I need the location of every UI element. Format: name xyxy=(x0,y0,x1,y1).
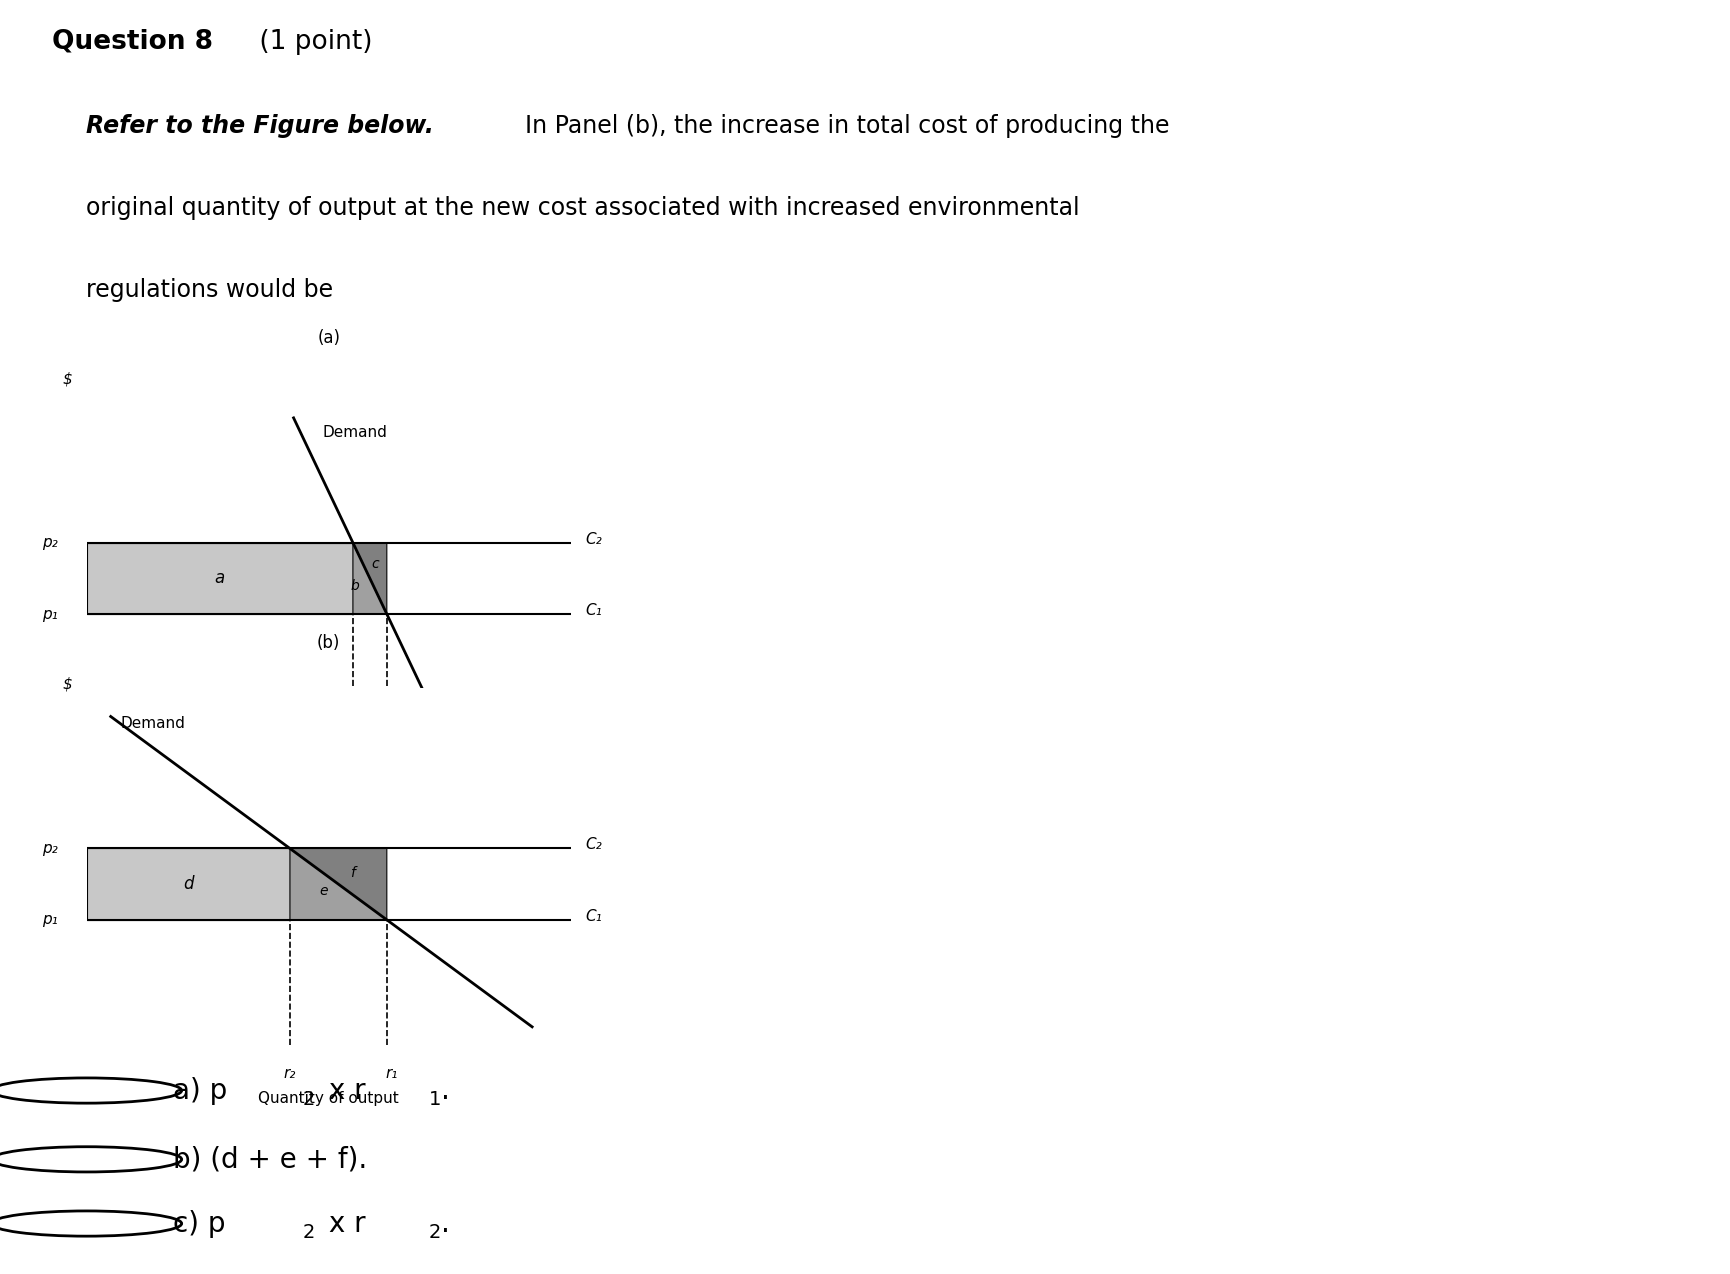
Text: .: . xyxy=(441,1077,450,1105)
Text: Demand: Demand xyxy=(121,716,185,731)
Text: C₂: C₂ xyxy=(585,531,602,547)
Text: Refer to the Figure below.: Refer to the Figure below. xyxy=(86,115,434,138)
Text: p₂: p₂ xyxy=(42,841,57,856)
Text: r₂: r₂ xyxy=(284,1066,296,1082)
Text: C₁: C₁ xyxy=(585,603,602,618)
Text: a) p: a) p xyxy=(173,1077,227,1105)
Text: C₂: C₂ xyxy=(585,837,602,852)
Text: p₂: p₂ xyxy=(42,535,57,550)
Text: Demand: Demand xyxy=(324,426,388,440)
Polygon shape xyxy=(291,848,388,920)
Text: x r: x r xyxy=(320,1077,365,1105)
Polygon shape xyxy=(353,543,388,614)
Text: .: . xyxy=(441,1209,450,1237)
Text: p₁: p₁ xyxy=(42,912,57,927)
Text: C₁: C₁ xyxy=(585,908,602,924)
Text: Quantity of output: Quantity of output xyxy=(258,1091,400,1106)
Text: original quantity of output at the new cost associated with increased environmen: original quantity of output at the new c… xyxy=(86,196,1080,220)
Bar xyxy=(86,543,353,614)
Text: $: $ xyxy=(62,371,73,386)
Text: f: f xyxy=(351,866,355,880)
Text: (b): (b) xyxy=(317,634,341,652)
Text: r₁: r₁ xyxy=(386,1066,398,1082)
Text: b) (d + e + f).: b) (d + e + f). xyxy=(173,1145,367,1173)
Text: q₁: q₁ xyxy=(384,761,400,776)
Text: 2: 2 xyxy=(429,1223,441,1242)
Text: (1 point): (1 point) xyxy=(251,28,372,55)
Text: (a): (a) xyxy=(317,329,341,347)
Text: a: a xyxy=(215,569,225,587)
Text: $: $ xyxy=(62,676,73,692)
Text: c: c xyxy=(370,557,379,571)
Text: q₂: q₂ xyxy=(336,761,351,776)
Text: Quantity of output: Quantity of output xyxy=(258,785,400,800)
Polygon shape xyxy=(291,848,388,920)
Text: 2: 2 xyxy=(303,1091,315,1110)
Text: regulations would be: regulations would be xyxy=(86,278,334,302)
Text: In Panel (b), the increase in total cost of producing the: In Panel (b), the increase in total cost… xyxy=(510,115,1169,138)
Text: p₁: p₁ xyxy=(42,606,57,622)
Bar xyxy=(86,848,291,920)
Text: d: d xyxy=(183,875,194,893)
Text: b: b xyxy=(351,578,360,592)
Polygon shape xyxy=(353,543,388,614)
Text: 2: 2 xyxy=(303,1223,315,1242)
Text: e: e xyxy=(320,884,329,898)
Text: c) p: c) p xyxy=(173,1209,225,1237)
Text: Question 8: Question 8 xyxy=(52,28,213,55)
Text: x r: x r xyxy=(320,1209,365,1237)
Text: 1: 1 xyxy=(429,1091,441,1110)
